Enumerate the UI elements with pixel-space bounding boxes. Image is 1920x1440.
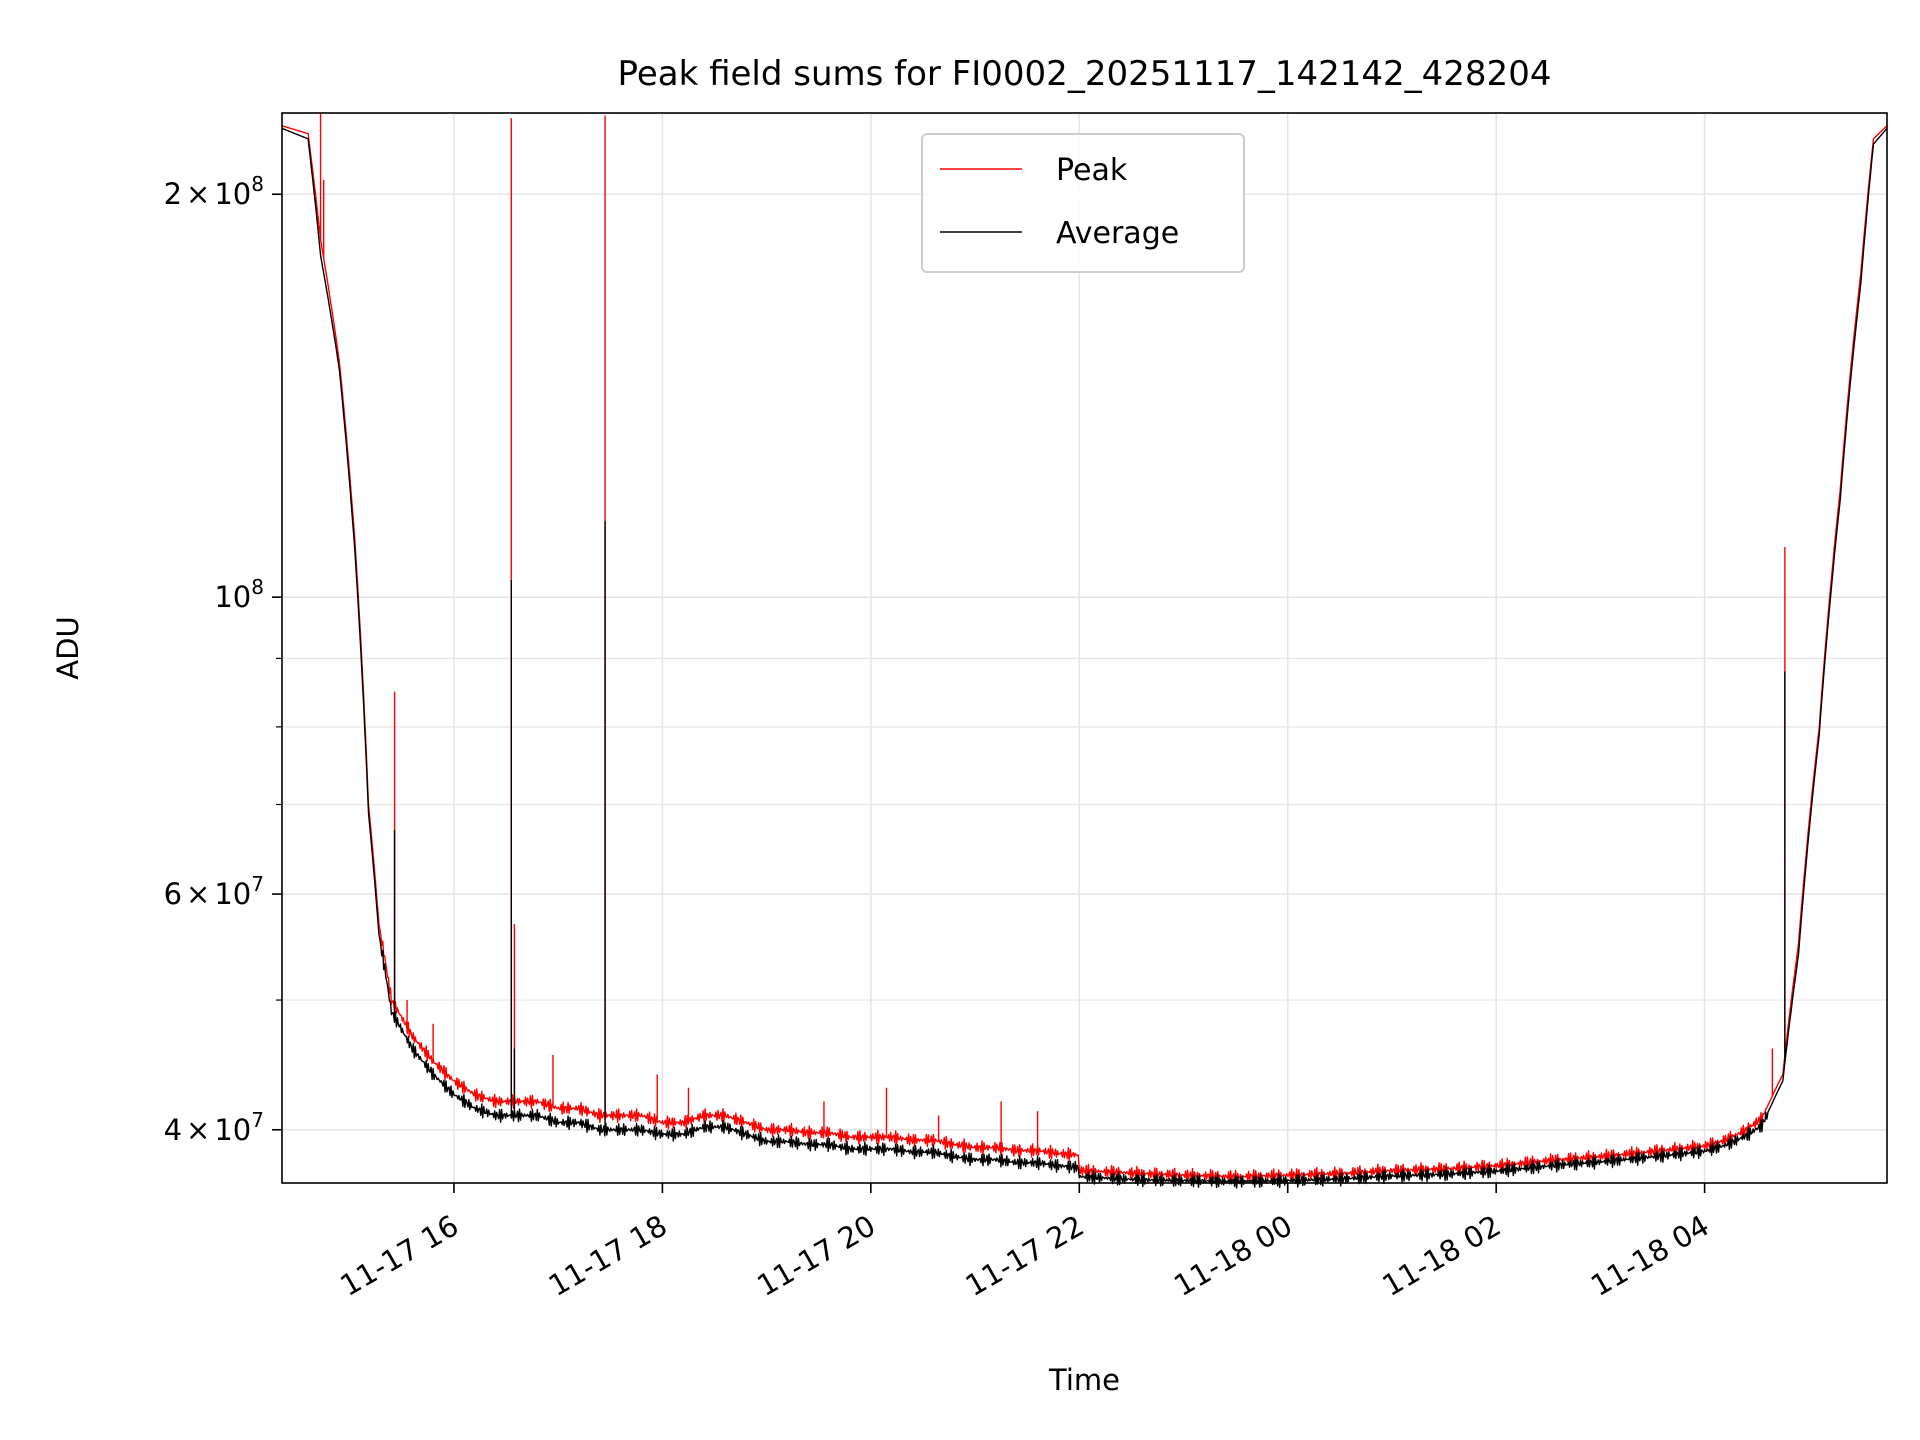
series-line-peak — [281, 125, 1888, 1184]
plot-lines — [281, 113, 1888, 1189]
legend-label-peak: Peak — [1056, 153, 1128, 188]
legend-label-average: Average — [1056, 216, 1179, 251]
series-line-average — [281, 127, 1888, 1189]
y-tick-label: 4 × 107 — [164, 1108, 264, 1147]
y-tick-label: 2 × 108 — [164, 172, 264, 211]
x-axis-label: Time — [1048, 1363, 1120, 1397]
chart-title: Peak field sums for FI0002_20251117_1421… — [618, 54, 1552, 94]
y-tick-label: 6 × 107 — [164, 872, 264, 911]
y-axis-label: ADU — [51, 616, 85, 679]
legend: Peak Average — [921, 133, 1245, 273]
y-tick-label: 108 — [214, 575, 264, 614]
axes-frame — [281, 112, 1888, 1184]
